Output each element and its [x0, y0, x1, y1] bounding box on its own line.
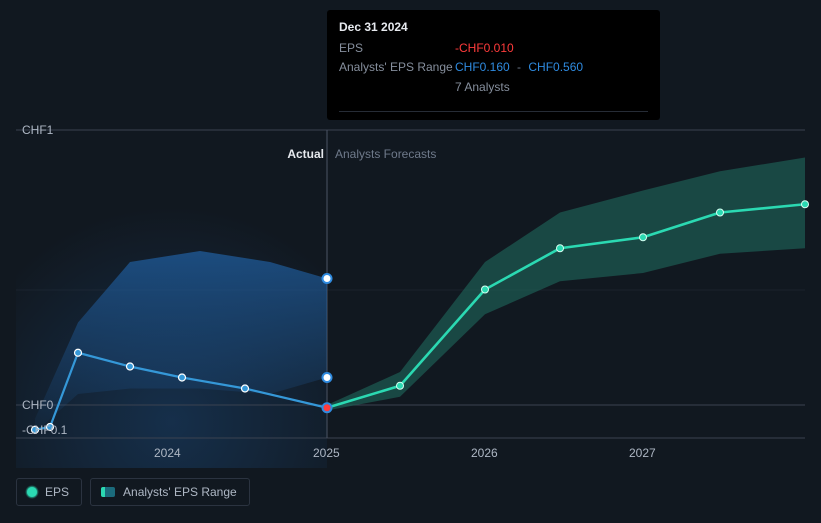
x-axis-label: 2026 [471, 446, 498, 460]
eps-dot-icon [27, 487, 37, 497]
tooltip-divider [339, 111, 648, 112]
tooltip-date: Dec 31 2024 [339, 18, 648, 37]
x-axis-label: 2024 [154, 446, 181, 460]
tooltip-range-value: CHF0.160 - CHF0.560 [455, 58, 583, 77]
range-swatch-icon [101, 487, 115, 497]
legend-item-range[interactable]: Analysts' EPS Range [90, 478, 250, 506]
legend: EPS Analysts' EPS Range [16, 478, 250, 506]
tooltip-analyst-count: 7 Analysts [455, 78, 648, 97]
y-axis-label: CHF0 [22, 398, 53, 412]
x-axis-label: 2027 [629, 446, 656, 460]
y-axis-label: CHF1 [22, 123, 53, 137]
tooltip-range-high: CHF0.560 [528, 60, 583, 74]
tooltip-range-label: Analysts' EPS Range [339, 58, 455, 77]
legend-range-label: Analysts' EPS Range [123, 485, 237, 499]
legend-eps-label: EPS [45, 485, 69, 499]
x-axis-label: 2025 [313, 446, 340, 460]
tooltip-range-sep: - [517, 60, 521, 74]
eps-chart[interactable]: CHF1CHF0-CHF0.1 2024202520262027 Actual … [0, 0, 821, 520]
legend-item-eps[interactable]: EPS [16, 478, 82, 506]
tooltip-eps-value: -CHF0.010 [455, 39, 514, 58]
y-axis-label: -CHF0.1 [22, 423, 67, 437]
tooltip-range-low: CHF0.160 [455, 60, 510, 74]
chart-tooltip: Dec 31 2024 EPS -CHF0.010 Analysts' EPS … [327, 10, 660, 120]
tooltip-eps-label: EPS [339, 39, 455, 58]
section-label-actual: Actual [287, 147, 324, 161]
section-label-forecast: Analysts Forecasts [335, 147, 436, 161]
